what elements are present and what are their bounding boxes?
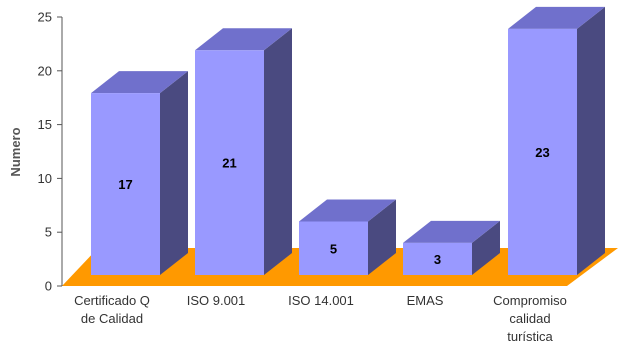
bars: 17 21 5 3 23 (91, 6, 605, 276)
bar: 5 (299, 199, 396, 275)
bar-front (508, 28, 577, 276)
bar-side (577, 6, 605, 276)
category-label-line: ISO 14.001 (288, 293, 354, 308)
y-tick-label: 25 (38, 10, 52, 25)
y-tick-label: 5 (45, 225, 52, 240)
bar-top (91, 71, 188, 94)
y-tick-label: 15 (38, 117, 52, 132)
bar-side (472, 220, 500, 275)
bar-top (195, 28, 292, 51)
bar: 21 (195, 28, 292, 275)
bar-side (264, 28, 292, 275)
data-label: 17 (118, 177, 132, 192)
category-label: ISO 9.001 (187, 293, 246, 308)
data-label: 5 (330, 241, 337, 256)
category-label: ISO 14.001 (288, 293, 354, 308)
data-label: 3 (434, 252, 441, 267)
bar: 23 (508, 6, 605, 276)
category-label-line: Certificado Q (74, 293, 150, 308)
data-label: 23 (535, 145, 549, 160)
y-axis: 0 5 10 15 20 25 (38, 10, 62, 294)
category-label-line: ISO 9.001 (187, 293, 246, 308)
bar-front (299, 221, 368, 275)
y-tick-label: 10 (38, 171, 52, 186)
bar-side (368, 199, 396, 275)
bar-top (508, 6, 605, 29)
x-axis-labels: Certificado Q de Calidad ISO 9.001 ISO 14.0… (74, 293, 567, 344)
bar-front (403, 242, 472, 275)
category-label-line: EMAS (407, 293, 444, 308)
category-label-line: turística (507, 329, 553, 344)
category-label: Certificado Q de Calidad (74, 293, 150, 326)
category-label: Compromiso calidad turística (493, 293, 567, 344)
category-label-line: calidad (509, 311, 550, 326)
y-axis-title: Numero (8, 127, 23, 176)
bar: 3 (403, 220, 500, 275)
y-tick-label: 20 (38, 63, 52, 78)
bar-front (91, 93, 160, 275)
bar-front (195, 50, 264, 275)
category-label: EMAS (407, 293, 444, 308)
category-label-line: de Calidad (81, 311, 143, 326)
bar-side (160, 71, 188, 275)
bar-top (403, 220, 500, 243)
bar: 17 (91, 71, 188, 275)
bar-top (299, 199, 396, 222)
data-label: 21 (222, 156, 236, 171)
category-label-line: Compromiso (493, 293, 567, 308)
y-tick-label: 0 (45, 279, 52, 294)
